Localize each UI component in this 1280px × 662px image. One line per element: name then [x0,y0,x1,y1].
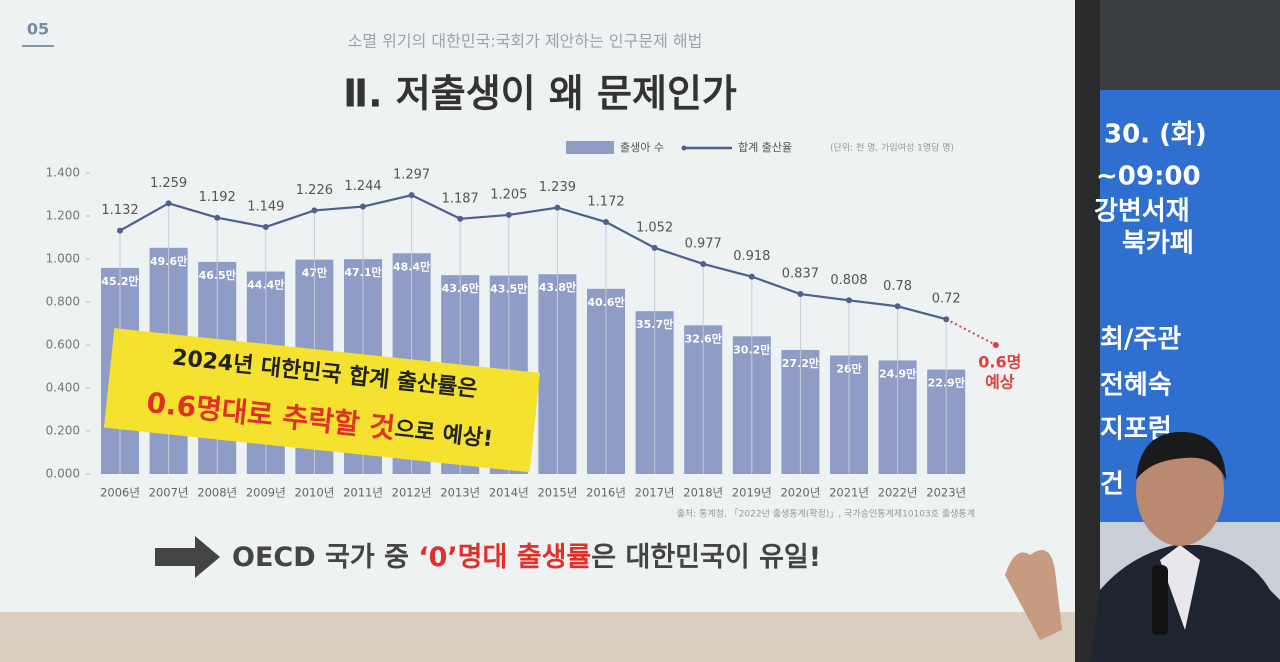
microphone [1152,565,1168,635]
x-tick-label: 2019년 [732,486,772,500]
x-tick-label: 2016년 [586,486,626,500]
speaker [1005,431,1280,662]
line-value-label: 1.149 [247,199,284,214]
x-tick-label: 2010년 [294,486,334,500]
x-tick-label: 2008년 [197,486,237,500]
unit-note: (단위: 천 명, 가임여성 1명당 명) [830,142,954,154]
line-point [554,204,561,211]
line-value-label: 1.052 [636,220,673,235]
line-point [262,223,269,230]
line-value-label: 1.244 [344,179,381,194]
x-tick-label: 2020년 [780,486,820,500]
forecast-label: 0.6명 [978,353,1021,372]
line-value-label: 0.837 [782,267,819,282]
legend-label: 합계 출산율 [738,141,792,154]
line-point [603,219,609,226]
subtitle: 소멸 위기의 대한민국:국회가 제안하는 인구문제 해법 [348,32,703,51]
y-tick-label: 1.400 [46,166,80,180]
x-tick-label: 2006년 [100,486,140,500]
line-point [457,215,464,222]
x-tick-label: 2018년 [683,486,723,500]
line-point [408,192,415,199]
x-tick-label: 2022년 [878,486,918,500]
line-value-label: 0.72 [932,292,961,307]
line-value-label: 1.187 [442,191,479,206]
line-value-label: 1.297 [393,168,430,183]
banner-line: 북카페 [1122,229,1194,259]
line-point [360,203,366,210]
x-tick-label: 2017년 [635,486,675,500]
x-tick-label: 2013년 [440,486,480,500]
x-tick-label: 2007년 [149,486,189,500]
x-tick-label: 2023년 [926,486,966,500]
x-tick-label: 2021년 [829,486,869,500]
line-point [748,273,755,280]
callout-box [103,328,541,473]
line-point [165,200,172,207]
legend-swatch [566,141,614,154]
title: Ⅱ. 저출생이 왜 문제인가 [343,72,737,116]
bottom-message: OECD 국가 중 ‘0’명대 출생률은 대한민국이 유일! [232,542,821,573]
line-point [505,211,512,218]
line [119,193,947,321]
x-tick-label: 2009년 [246,486,286,500]
line-value-label: 0.918 [733,249,770,264]
line-point [846,297,852,304]
y-tick-label: 1.200 [46,209,80,223]
line-point [311,207,318,214]
y-tick-label: 0.200 [46,424,80,438]
line-point [117,227,123,234]
legend-label: 출생아 수 [620,141,664,154]
line-value-label: 1.226 [296,183,333,198]
y-tick-label: 0.400 [46,381,80,395]
line-value-label: 1.172 [587,195,624,210]
line-value-label: 0.977 [685,236,722,251]
y-tick-label: 0.000 [46,467,80,481]
line-value-label: 1.205 [490,187,527,202]
line-point [700,260,707,267]
arrow [155,536,220,578]
hand [1005,550,1062,640]
banner-line: 강변서재 [1094,197,1190,227]
shirt [1160,545,1200,630]
line-value-label: 1.132 [101,203,138,218]
line-value-label: 1.192 [199,190,236,205]
line-point [797,291,804,298]
line-value-label: 0.78 [883,279,912,294]
forecast-point [992,342,999,348]
legend-swatch [681,145,687,151]
x-tick-label: 2012년 [392,486,432,500]
banner-line: 건 [1100,470,1124,500]
banner-line: 30. (화) [1104,120,1207,150]
hair [1136,431,1226,480]
line-point [894,303,901,310]
callout: 2024년 대한민국 합계 출산률은 0.6명대로 추락할 것으로 예상! [103,328,541,473]
line-value-label: 1.259 [150,176,187,191]
forecast-label: 예상 [985,373,1015,392]
x-tick-label: 2015년 [537,486,577,500]
line-point [651,244,658,251]
y-tick-label: 0.800 [46,295,80,309]
banner-line: 전혜숙 [1100,371,1172,401]
msg: 은 대한민국이 유일! [591,542,821,573]
line-value-label: 1.239 [539,180,576,195]
source: 출처: 통계청, 「2022년 출생통계(확정)」, 국가승인통계제10103호… [677,508,975,520]
y-tick-label: 0.600 [46,338,80,352]
msg: OECD 국가 중 [232,542,418,573]
y-tick-label: 1.000 [46,252,80,266]
x-tick-label: 2011년 [343,486,383,500]
banner-line: 최/주관 [1100,325,1181,355]
banner-line: ~09:00 [1096,162,1201,192]
forecast-line [945,318,997,346]
line-point [214,214,221,221]
x-tick-label: 2014년 [489,486,529,500]
ceiling [1100,0,1280,90]
msg-red: ‘0’명대 출생률 [418,542,591,573]
floor [0,612,1100,662]
page-number: 05 [27,20,49,39]
line-value-label: 0.808 [830,273,867,288]
